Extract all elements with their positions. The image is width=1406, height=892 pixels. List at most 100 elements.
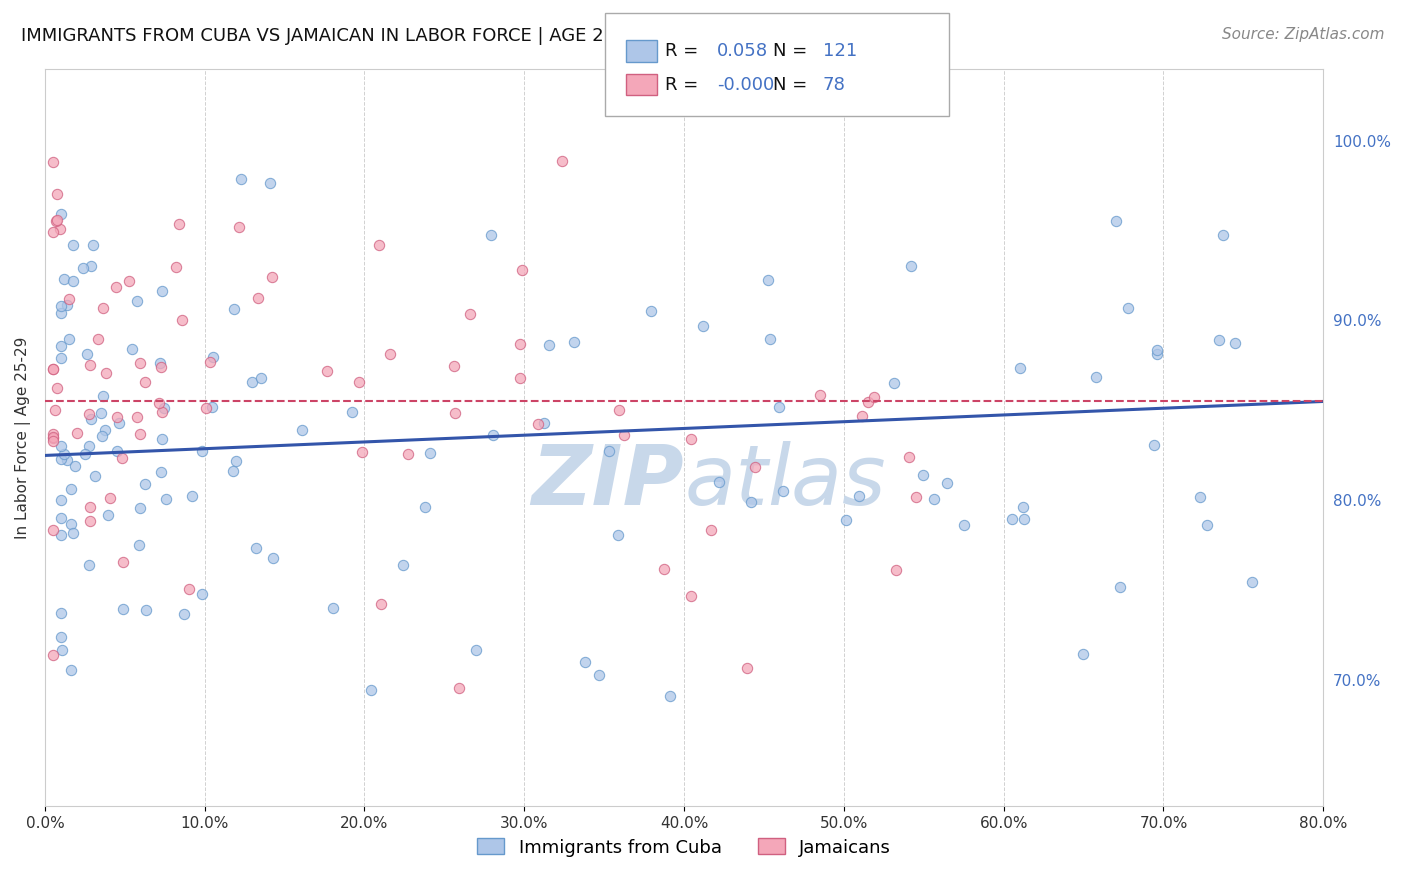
Point <box>150 432 173 446</box>
Point <box>200 354 222 368</box>
Point <box>464 643 486 657</box>
Point <box>1212 228 1234 243</box>
Point <box>79 358 101 372</box>
Point <box>55 298 77 312</box>
Point <box>49 630 72 644</box>
Point <box>367 238 389 252</box>
Point <box>1105 213 1128 227</box>
Point <box>1208 333 1230 347</box>
Point <box>111 451 134 466</box>
Point <box>59 516 82 531</box>
Point <box>90 429 112 443</box>
Point <box>42 226 65 240</box>
Point <box>76 347 98 361</box>
Point <box>128 539 150 553</box>
Point <box>104 279 127 293</box>
Y-axis label: In Labor Force | Age 25-29: In Labor Force | Age 25-29 <box>15 336 31 539</box>
Point <box>481 228 503 243</box>
Point <box>1146 346 1168 360</box>
Point <box>79 407 101 421</box>
Point <box>42 431 65 445</box>
Point <box>413 500 436 515</box>
Point <box>378 347 401 361</box>
Point <box>537 337 560 351</box>
Point <box>900 259 922 273</box>
Point <box>53 447 76 461</box>
Point <box>613 428 636 442</box>
Point <box>884 563 907 577</box>
Point <box>202 350 225 364</box>
Point <box>97 508 120 522</box>
Point <box>45 187 67 202</box>
Point <box>62 238 84 252</box>
Point <box>922 491 945 506</box>
Point <box>526 417 548 431</box>
Point <box>340 405 363 419</box>
Point <box>1241 575 1264 590</box>
Point <box>1011 500 1033 514</box>
Point <box>190 443 212 458</box>
Point <box>808 388 831 402</box>
Point <box>709 475 731 490</box>
Point <box>62 274 84 288</box>
Point <box>155 491 177 506</box>
Point <box>111 602 134 616</box>
Point <box>1116 301 1139 316</box>
Point <box>82 238 104 252</box>
Point <box>740 495 762 509</box>
Point <box>225 453 247 467</box>
Point <box>42 427 65 442</box>
Point <box>1109 580 1132 594</box>
Point <box>121 343 143 357</box>
Point <box>87 332 110 346</box>
Point <box>65 458 87 473</box>
Point <box>883 376 905 391</box>
Point <box>1001 512 1024 526</box>
Point <box>574 656 596 670</box>
Text: ZIP: ZIP <box>531 442 685 522</box>
Point <box>1189 491 1212 505</box>
Point <box>562 334 585 349</box>
Point <box>165 260 187 274</box>
Point <box>58 292 80 306</box>
Text: atlas: atlas <box>685 442 886 522</box>
Point <box>1223 335 1246 350</box>
Point <box>127 293 149 308</box>
Point <box>1142 438 1164 452</box>
Text: 78: 78 <box>823 76 845 94</box>
Point <box>1012 512 1035 526</box>
Point <box>1071 647 1094 661</box>
Point <box>105 444 128 458</box>
Point <box>49 300 72 314</box>
Point <box>458 307 481 321</box>
Point <box>72 260 94 275</box>
Point <box>231 172 253 186</box>
Point <box>551 154 574 169</box>
Point <box>681 589 703 603</box>
Point <box>112 555 135 569</box>
Point <box>150 285 173 299</box>
Point <box>250 370 273 384</box>
Point <box>49 511 72 525</box>
Point <box>606 528 628 542</box>
Point <box>49 607 72 621</box>
Point <box>149 359 172 374</box>
Point <box>759 332 782 346</box>
Point <box>181 489 204 503</box>
Point <box>172 312 194 326</box>
Point <box>79 500 101 514</box>
Point <box>167 217 190 231</box>
Point <box>45 213 67 227</box>
Point <box>201 401 224 415</box>
Point <box>1084 369 1107 384</box>
Text: 121: 121 <box>823 42 856 60</box>
Point <box>737 661 759 675</box>
Text: R =: R = <box>665 42 704 60</box>
Point <box>392 558 415 572</box>
Point <box>42 430 65 444</box>
Point <box>898 450 921 464</box>
Point <box>44 403 66 417</box>
Point <box>94 424 117 438</box>
Point <box>191 587 214 601</box>
Point <box>370 597 392 611</box>
